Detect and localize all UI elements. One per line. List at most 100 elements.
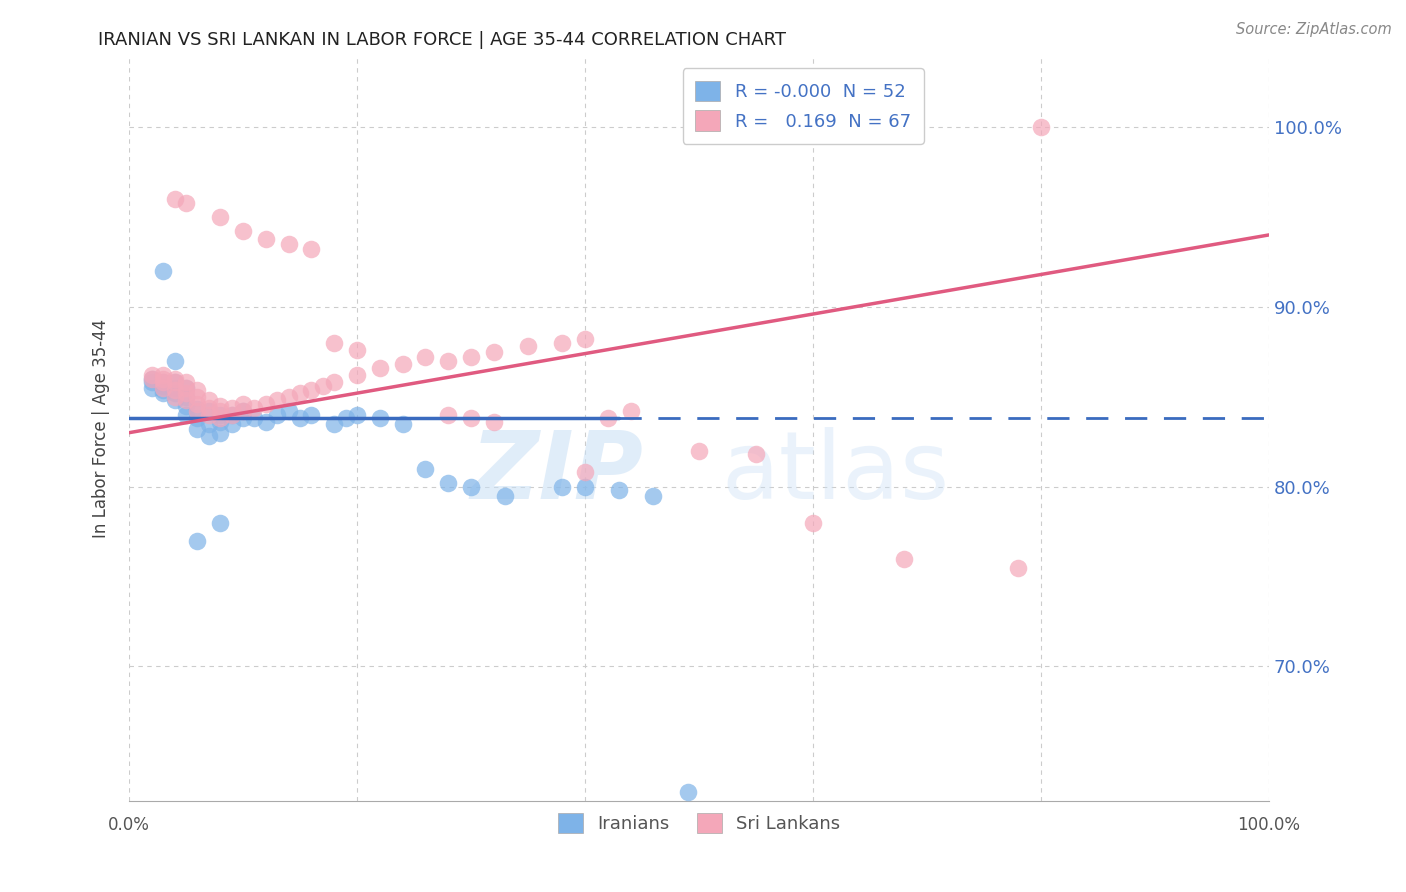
Point — [198, 393, 221, 408]
Point — [607, 483, 630, 498]
Point — [152, 372, 174, 386]
Point — [232, 224, 254, 238]
Point — [551, 480, 574, 494]
Point — [254, 397, 277, 411]
Point — [346, 408, 368, 422]
Point — [186, 397, 208, 411]
Point — [209, 411, 232, 425]
Point — [186, 404, 208, 418]
Point — [152, 379, 174, 393]
Point — [745, 447, 768, 461]
Point — [174, 376, 197, 390]
Point — [596, 411, 619, 425]
Point — [221, 408, 243, 422]
Point — [437, 353, 460, 368]
Point — [163, 386, 186, 401]
Point — [301, 242, 323, 256]
Point — [277, 404, 299, 418]
Point — [163, 393, 186, 408]
Point — [174, 399, 197, 413]
Point — [152, 386, 174, 401]
Point — [460, 350, 482, 364]
Point — [277, 236, 299, 251]
Point — [460, 411, 482, 425]
Point — [437, 476, 460, 491]
Text: 100.0%: 100.0% — [1237, 815, 1301, 834]
Point — [232, 397, 254, 411]
Point — [288, 411, 311, 425]
Point — [1007, 560, 1029, 574]
Point — [163, 376, 186, 390]
Text: IRANIAN VS SRI LANKAN IN LABOR FORCE | AGE 35-44 CORRELATION CHART: IRANIAN VS SRI LANKAN IN LABOR FORCE | A… — [98, 31, 786, 49]
Point — [643, 489, 665, 503]
Point — [163, 192, 186, 206]
Point — [551, 335, 574, 350]
Point — [163, 353, 186, 368]
Point — [174, 195, 197, 210]
Point — [232, 404, 254, 418]
Point — [574, 480, 596, 494]
Point — [254, 231, 277, 245]
Point — [323, 417, 346, 431]
Point — [209, 516, 232, 530]
Point — [335, 411, 357, 425]
Point — [893, 551, 915, 566]
Point — [312, 379, 335, 393]
Point — [266, 408, 288, 422]
Point — [243, 401, 266, 415]
Text: 0.0%: 0.0% — [108, 815, 150, 834]
Y-axis label: In Labor Force | Age 35-44: In Labor Force | Age 35-44 — [93, 318, 110, 538]
Point — [391, 357, 413, 371]
Point — [163, 383, 186, 397]
Point — [186, 390, 208, 404]
Text: Source: ZipAtlas.com: Source: ZipAtlas.com — [1236, 22, 1392, 37]
Point — [209, 408, 232, 422]
Point — [163, 381, 186, 395]
Point — [209, 404, 232, 418]
Point — [209, 425, 232, 440]
Point — [163, 376, 186, 390]
Point — [301, 383, 323, 397]
Point — [415, 350, 437, 364]
Legend: Iranians, Sri Lankans: Iranians, Sri Lankans — [550, 805, 848, 841]
Point — [152, 376, 174, 390]
Point — [482, 344, 505, 359]
Point — [198, 408, 221, 422]
Point — [688, 443, 710, 458]
Point — [482, 415, 505, 429]
Point — [198, 401, 221, 415]
Point — [152, 381, 174, 395]
Point — [209, 415, 232, 429]
Point — [209, 399, 232, 413]
Point — [254, 415, 277, 429]
Point — [163, 372, 186, 386]
Point — [266, 393, 288, 408]
Text: atlas: atlas — [721, 427, 950, 519]
Point — [801, 516, 824, 530]
Point — [221, 401, 243, 415]
Point — [494, 489, 516, 503]
Point — [221, 417, 243, 431]
Point — [152, 264, 174, 278]
Point — [152, 383, 174, 397]
Point — [198, 404, 221, 418]
Point — [163, 390, 186, 404]
Point — [288, 386, 311, 401]
Point — [186, 411, 208, 425]
Point — [346, 343, 368, 357]
Point — [391, 417, 413, 431]
Point — [198, 417, 221, 431]
Point — [323, 376, 346, 390]
Point — [152, 376, 174, 390]
Point — [174, 381, 197, 395]
Point — [186, 383, 208, 397]
Point — [174, 390, 197, 404]
Point — [301, 408, 323, 422]
Point — [174, 381, 197, 395]
Point — [232, 411, 254, 425]
Point — [676, 785, 699, 799]
Point — [141, 381, 163, 395]
Point — [174, 393, 197, 408]
Point — [186, 422, 208, 436]
Point — [232, 404, 254, 418]
